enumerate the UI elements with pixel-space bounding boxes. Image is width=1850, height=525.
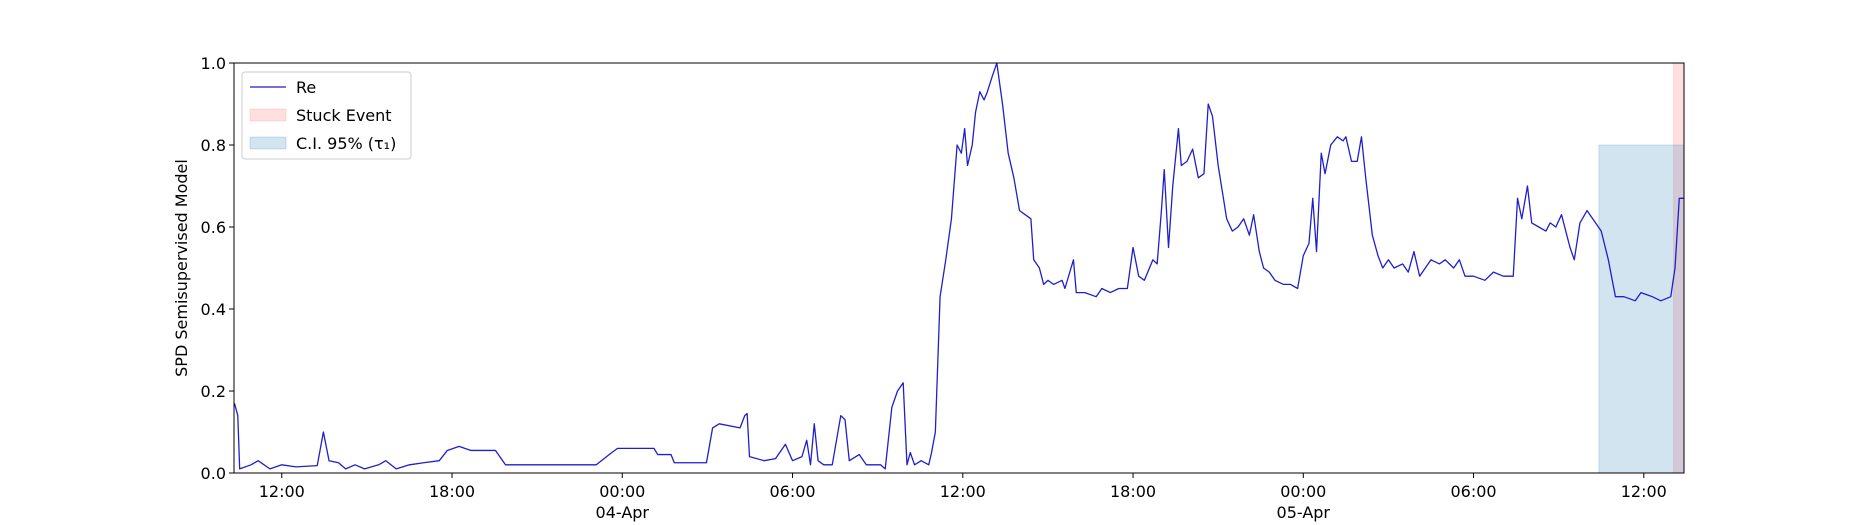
x-tick-label: 18:00 [428, 482, 476, 501]
legend-swatch [249, 108, 287, 122]
x-tick-label: 18:00 [1109, 482, 1157, 501]
x-tick-label: 00:00 04-Apr 1900 [595, 482, 649, 525]
legend-box [241, 71, 412, 160]
y-tick-label: 1.0 [201, 54, 226, 73]
plot-frame [233, 62, 1685, 474]
legend-label: Stuck Event [296, 106, 392, 125]
legend-label: C.I. 95% (τ₁) [296, 134, 396, 153]
y-tick-label: 0.0 [201, 464, 226, 483]
y-tick-label: 0.8 [201, 136, 226, 155]
y-tick-label: 0.4 [201, 300, 226, 319]
x-tick-label: 00:00 05-Apr [1276, 482, 1331, 522]
legend-swatch [249, 136, 287, 150]
y-tick-label: 0.2 [201, 382, 226, 401]
x-tick-label: 06:00 [769, 482, 816, 501]
data-line [233, 62, 1684, 470]
x-tick-label: 12:00 [1620, 482, 1667, 501]
x-tick-label: 06:00 [1450, 482, 1497, 501]
x-tick-label: 12:00 [258, 482, 305, 501]
y-tick-label: 0.6 [201, 218, 226, 237]
y-axis-label: SPD Semisupervised Model [172, 159, 191, 377]
legend: Re Stuck Event C.I. 95% (τ₁) [241, 71, 412, 160]
x-tick-label: 12:00 [939, 482, 986, 501]
legend-label: Re [296, 78, 316, 97]
shaded-span [1598, 144, 1685, 474]
